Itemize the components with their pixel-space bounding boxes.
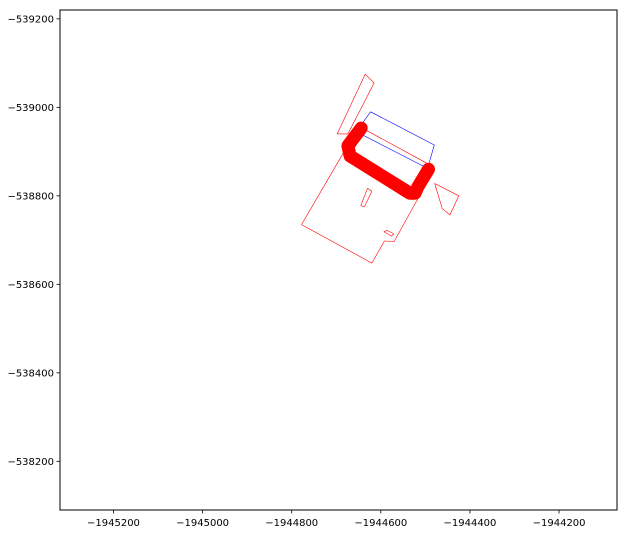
- x-tick-label: −1944200: [533, 518, 586, 529]
- y-axis-ticks: −538200 −538400 −538600 −538800 −539000 −5392…: [7, 14, 60, 468]
- series-2-shape-0: [341, 121, 435, 200]
- series-0-shape-1: [383, 230, 395, 237]
- y-tick-label: −538600: [7, 280, 54, 291]
- x-tick-label: −1944400: [443, 518, 496, 529]
- geometry-layer: [301, 73, 460, 264]
- y-tick-label: −538400: [7, 368, 54, 379]
- y-tick-label: −539200: [7, 14, 54, 25]
- x-tick-label: −1944800: [265, 518, 318, 529]
- plot-frame: [59, 9, 618, 511]
- series-0-shape-2: [360, 188, 373, 208]
- x-tick-label: −1944600: [354, 518, 407, 529]
- x-tick-label: −1945200: [87, 518, 140, 529]
- series-0-shape-3: [434, 183, 460, 216]
- y-tick-label: −538200: [7, 457, 54, 468]
- x-axis-ticks: −1945200 −1945000 −1944800 −1944600 −1944400…: [87, 510, 586, 529]
- series-1-shape-0: [355, 111, 435, 169]
- x-tick-label: −1945000: [176, 518, 229, 529]
- y-tick-label: −538800: [7, 191, 54, 202]
- y-tick-label: −539000: [7, 103, 54, 114]
- series-0-shape-4: [336, 73, 375, 135]
